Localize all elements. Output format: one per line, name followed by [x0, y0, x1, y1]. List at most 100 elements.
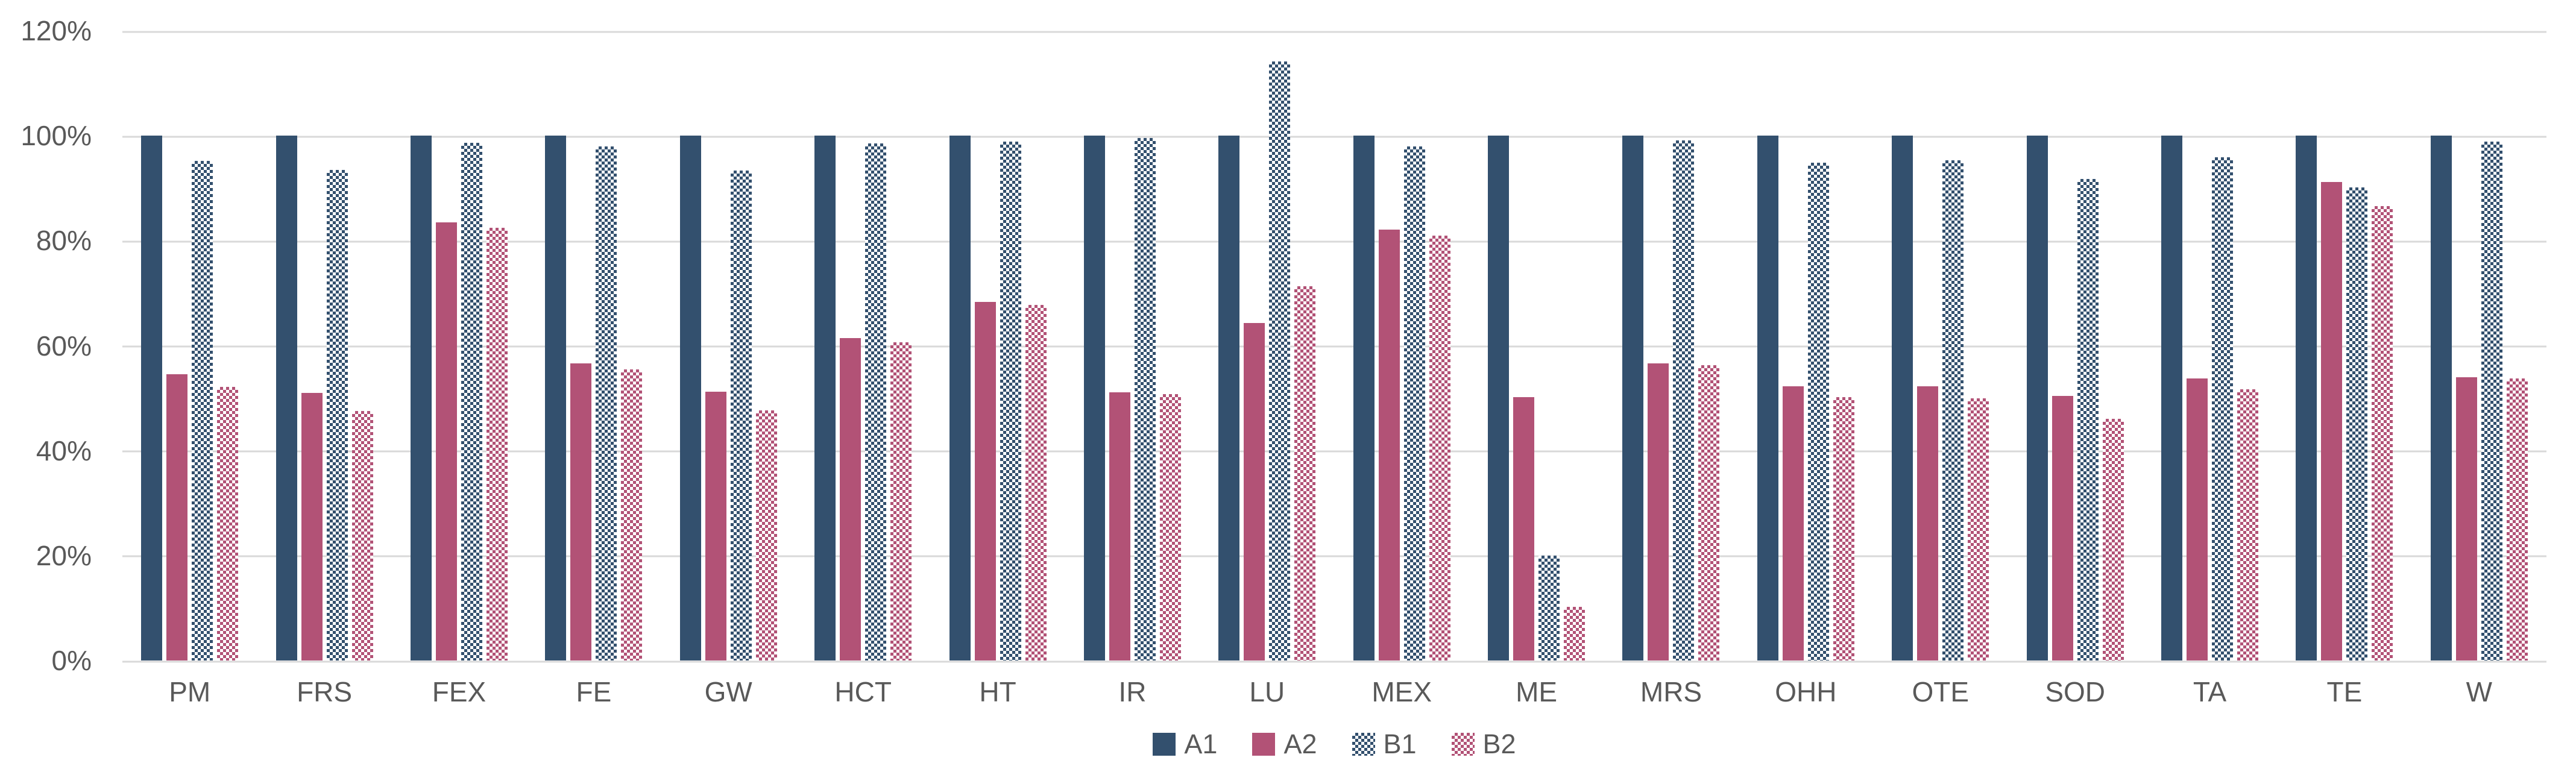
- x-category-label: HCT: [834, 676, 892, 707]
- x-category-label: MEX: [1371, 676, 1432, 707]
- bar-a1-lu: [1218, 136, 1240, 660]
- x-category-label: TE: [2326, 676, 2363, 707]
- bar-b2-mrs: [1698, 365, 1720, 660]
- bar-a1-fex: [410, 136, 432, 660]
- bars-layer: [122, 31, 2546, 660]
- bar-group: [2277, 31, 2411, 660]
- bar-b1-mex: [1403, 146, 1425, 660]
- gridline: [122, 450, 2546, 453]
- bar-b2-ir: [1159, 394, 1181, 660]
- bar-a1-fe: [545, 136, 567, 660]
- bar-a1-gw: [679, 136, 701, 660]
- gridline: [122, 660, 2546, 662]
- bar-b2-fex: [486, 228, 508, 660]
- bar-a1-ohh: [1757, 136, 1778, 660]
- x-category-label: FRS: [297, 676, 353, 707]
- bar-b2-sod: [2102, 418, 2124, 660]
- bar-a1-mex: [1353, 136, 1375, 660]
- bar-b2-me: [1564, 607, 1586, 660]
- bar-a2-sod: [2052, 396, 2073, 660]
- bar-b2-lu: [1294, 286, 1316, 660]
- bar-a2-fex: [435, 222, 457, 660]
- bar-a2-hct: [840, 338, 861, 660]
- bar-a2-gw: [705, 392, 726, 660]
- bar-b1-ht: [1000, 141, 1021, 660]
- gridline: [122, 345, 2546, 348]
- x-category-label: IR: [1118, 676, 1147, 707]
- bar-b2-w: [2506, 378, 2528, 660]
- bar-b2-frs: [351, 411, 373, 660]
- bar-a1-ir: [1083, 136, 1105, 660]
- gridline: [122, 555, 2546, 557]
- bar-b2-ote: [1968, 398, 1989, 660]
- bar-group: [1200, 31, 1334, 660]
- bar-b1-sod: [2077, 179, 2099, 660]
- legend-swatch-b2: [1451, 732, 1475, 756]
- bar-b2-ohh: [1833, 397, 1854, 660]
- bar-b2-mex: [1429, 235, 1450, 660]
- bar-group: [1335, 31, 1469, 660]
- y-tick-label: 40%: [36, 434, 92, 466]
- bar-a1-mrs: [1622, 136, 1644, 660]
- bar-a2-me: [1513, 397, 1535, 660]
- bar-a1-pm: [141, 136, 163, 660]
- legend-swatch-a1: [1153, 732, 1176, 756]
- legend-item-b1: B1: [1352, 730, 1417, 758]
- y-tick-label: 80%: [36, 225, 92, 257]
- x-category-label: LU: [1249, 676, 1285, 707]
- bar-a2-mrs: [1648, 363, 1669, 660]
- x-category-label: SOD: [2045, 676, 2105, 707]
- gridline: [122, 31, 2546, 33]
- x-category-label: GW: [704, 676, 752, 707]
- legend-label: B2: [1482, 729, 1516, 759]
- bar-a2-frs: [301, 392, 323, 660]
- bar-a2-ta: [2187, 378, 2208, 660]
- bar-b1-mrs: [1673, 140, 1695, 660]
- bar-group: [661, 31, 796, 660]
- legend-label: A2: [1283, 729, 1317, 759]
- bar-a1-sod: [2026, 136, 2048, 660]
- bar-b1-lu: [1269, 61, 1291, 660]
- x-category-label: HT: [979, 676, 1016, 707]
- bar-group: [930, 31, 1065, 660]
- x-category-label: TA: [2193, 676, 2227, 707]
- bar-a1-me: [1488, 136, 1510, 660]
- bar-b1-gw: [730, 170, 752, 660]
- bar-b1-frs: [326, 169, 348, 660]
- legend-item-b2: B2: [1451, 729, 1516, 759]
- bar-b1-hct: [865, 143, 887, 660]
- bar-a2-ote: [1917, 386, 1939, 660]
- x-category-label: PM: [169, 676, 211, 707]
- bar-b2-ta: [2237, 389, 2259, 660]
- bar-b1-me: [1538, 555, 1560, 660]
- legend-item-a1: A1: [1153, 730, 1217, 758]
- bar-b1-ta: [2212, 157, 2234, 660]
- bar-a2-ohh: [1782, 386, 1804, 660]
- bar-a2-w: [2455, 377, 2477, 660]
- bar-group: [1469, 31, 1604, 660]
- bar-group: [796, 31, 930, 660]
- legend-item-a2: A2: [1252, 730, 1317, 758]
- bar-b1-fe: [596, 146, 617, 660]
- bar-a2-fe: [570, 363, 592, 660]
- bar-b2-ht: [1025, 304, 1047, 660]
- x-category-label: ME: [1516, 676, 1558, 707]
- bar-b1-ohh: [1807, 162, 1829, 660]
- bar-group: [257, 31, 391, 660]
- bar-group: [122, 31, 257, 660]
- x-category-label: W: [2466, 676, 2493, 707]
- bar-b1-pm: [192, 160, 213, 660]
- y-tick-label: 100%: [20, 120, 92, 152]
- bar-a2-lu: [1244, 323, 1265, 660]
- bar-b1-ote: [1942, 160, 1964, 660]
- bar-b2-fe: [621, 369, 643, 660]
- bar-b2-pm: [217, 387, 239, 660]
- x-axis: PM FRS FEX FE GW HCT HT IR LU MEX ME MRS OHH OTE SOD TA…: [122, 676, 2546, 707]
- x-category-label: OHH: [1775, 676, 1837, 707]
- bar-group: [1873, 31, 2008, 660]
- bar-a1-frs: [276, 136, 297, 660]
- bar-a2-pm: [166, 374, 188, 660]
- y-tick-label: 20%: [36, 539, 92, 571]
- bar-b2-hct: [890, 342, 912, 660]
- bar-b1-te: [2346, 187, 2368, 660]
